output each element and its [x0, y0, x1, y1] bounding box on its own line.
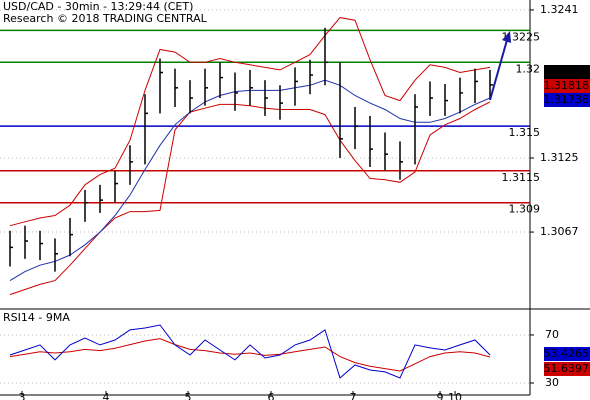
upper-band: [9, 17, 491, 227]
rsi-ma: [9, 338, 491, 372]
value-box-label: 1.31823: [544, 65, 590, 78]
level-label: 1.315: [509, 126, 541, 139]
rsi-title: RSI14 - 9MA: [3, 311, 70, 324]
x-tick-label: 5: [185, 391, 192, 400]
x-tick-label: 3: [19, 391, 26, 400]
x-tick-label: 9: [437, 391, 444, 400]
chart-subtitle: Research © 2018 TRADING CENTRAL: [3, 12, 208, 25]
value-box: [544, 93, 590, 107]
level-label: 1.3225: [502, 30, 541, 43]
rsi-line: [9, 324, 491, 379]
value-box-label: 1.31738: [544, 93, 590, 106]
value-box: [544, 362, 590, 376]
arrow-head: [502, 31, 511, 43]
level-label: 1.32: [516, 62, 541, 75]
plot-layer: 1.3241 1.3125 1.3067 70 30 3 4 5 6 7 9 10 1.3225 1.32…: [0, 3, 590, 400]
value-box-label: 53.4265: [544, 347, 590, 360]
y-tick-label: 1.3125: [540, 151, 579, 164]
y-tick-label: 70: [545, 328, 559, 341]
x-tick-label: 7: [350, 391, 357, 400]
y-tick-label: 1.3067: [540, 225, 579, 238]
x-tick-label: 10: [448, 391, 462, 400]
x-tick-label: 4: [103, 391, 110, 400]
x-tick-label: 6: [267, 391, 274, 400]
level-label: 1.3115: [502, 171, 541, 184]
value-box: [544, 65, 590, 79]
forecast-arrow: [489, 39, 508, 101]
value-box: [544, 347, 590, 361]
y-tick-label: 30: [545, 376, 559, 389]
chart-title: USD/CAD - 30min - 13:29:44 (CET): [3, 0, 193, 13]
value-box-label: 51.6397: [544, 362, 590, 375]
value-box-label: 1.31818: [544, 79, 590, 92]
lower-band: [9, 101, 491, 296]
value-box: [544, 79, 590, 93]
y-tick-label: 1.3241: [540, 3, 579, 16]
level-label: 1.309: [509, 203, 541, 216]
